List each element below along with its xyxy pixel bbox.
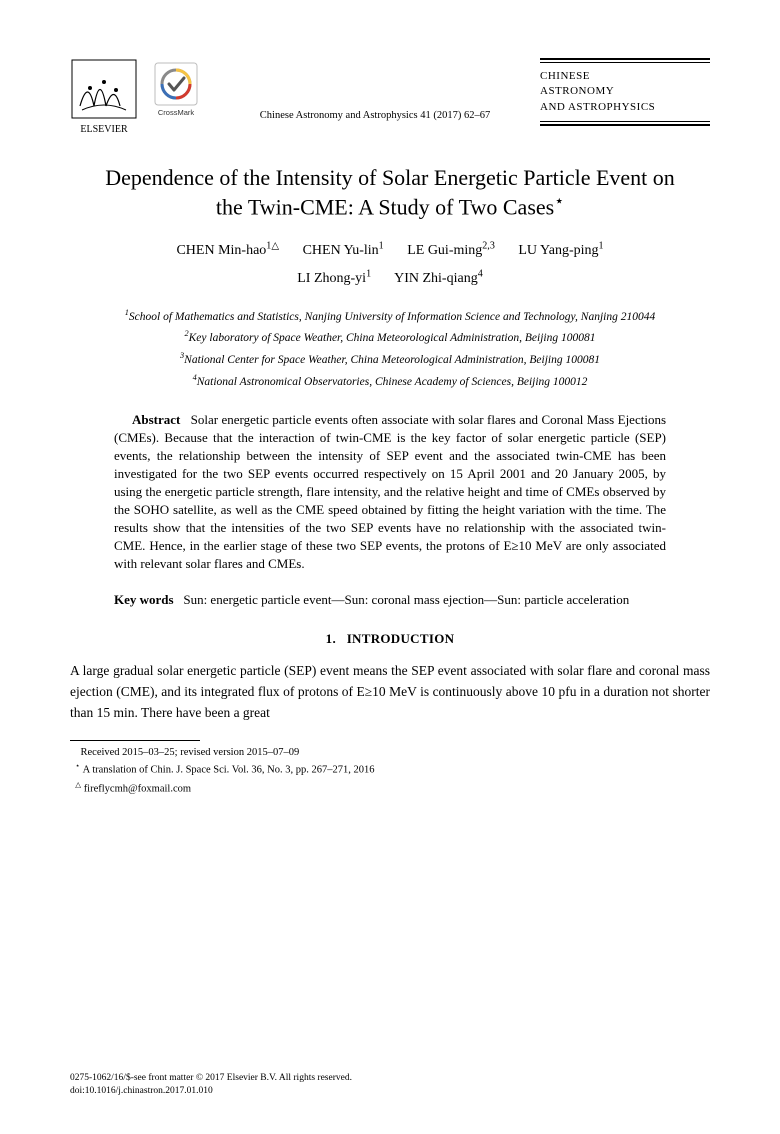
footnote-translation: ⋆ A translation of Chin. J. Space Sci. V… xyxy=(70,760,710,778)
title-footnote-marker: ⋆ xyxy=(554,193,564,210)
affiliation: 1School of Mathematics and Statistics, N… xyxy=(70,307,710,327)
journal-name-box: CHINESE ASTRONOMY AND ASTROPHYSICS xyxy=(540,58,710,128)
footnote-rule xyxy=(70,740,200,741)
title-text: Dependence of the Intensity of Solar Ene… xyxy=(105,165,675,219)
keywords-block: Key words Sun: energetic particle event—… xyxy=(114,591,666,609)
author: CHEN Yu-lin1 xyxy=(303,243,384,258)
svg-text:ELSEVIER: ELSEVIER xyxy=(80,124,128,135)
author: LE Gui-ming2,3 xyxy=(407,243,495,258)
header-row: ELSEVIER CrossMark Chinese Astronomy and… xyxy=(70,58,710,136)
author: YIN Zhi-qiang4 xyxy=(394,271,483,286)
footnote-corresponding: △ fireflycmh@foxmail.com xyxy=(70,779,710,797)
affiliation: 3National Center for Space Weather, Chin… xyxy=(70,350,710,370)
author: LI Zhong-yi1 xyxy=(297,271,371,286)
footnotes-block: Received 2015–03–25; revised version 201… xyxy=(70,745,710,797)
journal-reference: Chinese Astronomy and Astrophysics 41 (2… xyxy=(210,110,540,121)
journal-name-line: ASTRONOMY xyxy=(540,84,710,99)
footnote-received: Received 2015–03–25; revised version 201… xyxy=(70,745,710,761)
author: CHEN Min-hao1△ xyxy=(176,243,279,258)
authors-block: CHEN Min-hao1△ CHEN Yu-lin1 LE Gui-ming2… xyxy=(70,236,710,293)
affiliation: 4National Astronomical Observatories, Ch… xyxy=(70,372,710,392)
abstract-block: Abstract Solar energetic particle events… xyxy=(114,411,666,572)
crossmark-icon[interactable]: CrossMark xyxy=(154,62,198,118)
abstract-label: Abstract xyxy=(132,412,180,427)
page-footer: 0275-1062/16/$-see front matter © 2017 E… xyxy=(70,1072,352,1098)
journal-name-line: CHINESE xyxy=(540,69,710,84)
affiliation: 2Key laboratory of Space Weather, China … xyxy=(70,328,710,348)
keywords-text: Sun: energetic particle event—Sun: coron… xyxy=(183,592,629,607)
footer-doi: doi:10.1016/j.chinastron.2017.01.010 xyxy=(70,1085,352,1098)
affiliations-block: 1School of Mathematics and Statistics, N… xyxy=(70,307,710,392)
section-heading: 1. INTRODUCTION xyxy=(70,631,710,647)
keywords-label: Key words xyxy=(114,592,174,607)
elsevier-logo: ELSEVIER xyxy=(70,58,138,136)
footer-copyright: 0275-1062/16/$-see front matter © 2017 E… xyxy=(70,1072,352,1085)
author: LU Yang-ping1 xyxy=(518,243,603,258)
abstract-text: Solar energetic particle events often as… xyxy=(114,412,666,571)
svg-text:CrossMark: CrossMark xyxy=(158,108,195,117)
body-paragraph: A large gradual solar energetic particle… xyxy=(70,661,710,724)
article-title: Dependence of the Intensity of Solar Ene… xyxy=(90,164,690,220)
journal-name-line: AND ASTROPHYSICS xyxy=(540,100,710,115)
